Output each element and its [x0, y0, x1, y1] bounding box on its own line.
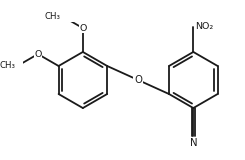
Text: O: O	[134, 75, 142, 85]
Text: CH₃: CH₃	[0, 61, 16, 71]
Text: N: N	[190, 138, 197, 148]
Text: O: O	[34, 50, 42, 59]
Text: CH₃: CH₃	[45, 12, 61, 21]
Text: NO₂: NO₂	[195, 22, 213, 31]
Text: O: O	[79, 24, 86, 33]
